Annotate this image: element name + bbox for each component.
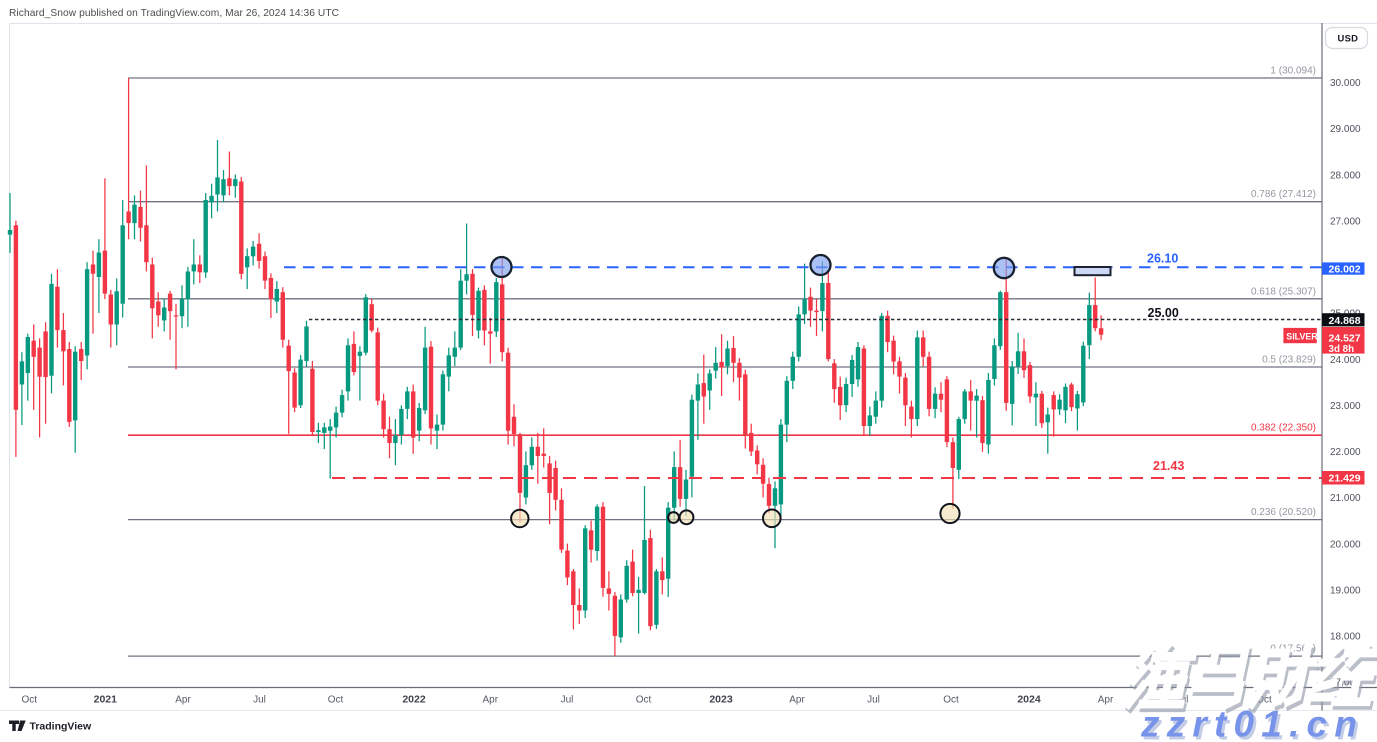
svg-text:TradingView: TradingView	[30, 721, 92, 733]
svg-text:22.000: 22.000	[1330, 447, 1361, 458]
svg-text:0.786 (27.412): 0.786 (27.412)	[1251, 189, 1316, 200]
svg-text:24.868: 24.868	[1329, 315, 1361, 327]
svg-text:0 (17.563): 0 (17.563)	[1270, 644, 1316, 655]
svg-text:21.429: 21.429	[1329, 473, 1361, 485]
svg-text:20.000: 20.000	[1330, 539, 1361, 550]
svg-text:26.002: 26.002	[1329, 263, 1361, 275]
svg-text:21.000: 21.000	[1330, 493, 1361, 504]
svg-text:2021: 2021	[94, 693, 118, 705]
svg-text:19.000: 19.000	[1330, 586, 1361, 597]
svg-text:0.5 (23.829): 0.5 (23.829)	[1262, 355, 1316, 366]
svg-text:SILVER: SILVER	[1286, 332, 1318, 342]
svg-text:18.000: 18.000	[1330, 632, 1361, 643]
svg-text:Apr: Apr	[175, 694, 191, 705]
svg-text:25.00: 25.00	[1148, 306, 1179, 320]
svg-text:0.236 (20.520): 0.236 (20.520)	[1251, 507, 1316, 518]
svg-text:2024: 2024	[1017, 693, 1041, 705]
svg-text:1 (30.094): 1 (30.094)	[1270, 66, 1316, 77]
svg-text:Jul: Jul	[561, 694, 574, 705]
svg-text:30.000: 30.000	[1330, 78, 1361, 89]
svg-text:Oct: Oct	[943, 694, 959, 705]
svg-text:27.000: 27.000	[1330, 216, 1361, 227]
svg-text:Richard_Snow published on Trad: Richard_Snow published on TradingView.co…	[9, 8, 339, 19]
svg-text:2023: 2023	[709, 693, 733, 705]
svg-text:3d 8h: 3d 8h	[1329, 344, 1355, 355]
svg-text:29.000: 29.000	[1330, 124, 1361, 135]
svg-text:Apr: Apr	[1098, 694, 1114, 705]
svg-text:26.10: 26.10	[1147, 252, 1178, 266]
svg-text:24.000: 24.000	[1330, 355, 1361, 366]
svg-text:28.000: 28.000	[1330, 170, 1361, 181]
svg-text:Jul: Jul	[867, 694, 880, 705]
svg-text:zzrt01.cn: zzrt01.cn	[1143, 707, 1367, 742]
svg-text:23.000: 23.000	[1330, 401, 1361, 412]
svg-text:2022: 2022	[402, 693, 426, 705]
svg-text:Jul: Jul	[253, 694, 266, 705]
svg-text:zzrt01.cn: zzrt01.cn	[1140, 704, 1364, 742]
svg-text:0.618 (25.307): 0.618 (25.307)	[1251, 286, 1316, 297]
svg-text:24.527: 24.527	[1329, 332, 1361, 344]
svg-text:Apr: Apr	[483, 694, 499, 705]
svg-text:Apr: Apr	[789, 694, 805, 705]
svg-text:Oct: Oct	[636, 694, 652, 705]
svg-text:Oct: Oct	[22, 694, 38, 705]
svg-text:0.382 (22.350): 0.382 (22.350)	[1251, 423, 1316, 434]
svg-text:USD: USD	[1338, 33, 1359, 44]
svg-text:Oct: Oct	[328, 694, 344, 705]
svg-text:21.43: 21.43	[1153, 459, 1184, 473]
svg-text:Oct: Oct	[1256, 694, 1272, 705]
